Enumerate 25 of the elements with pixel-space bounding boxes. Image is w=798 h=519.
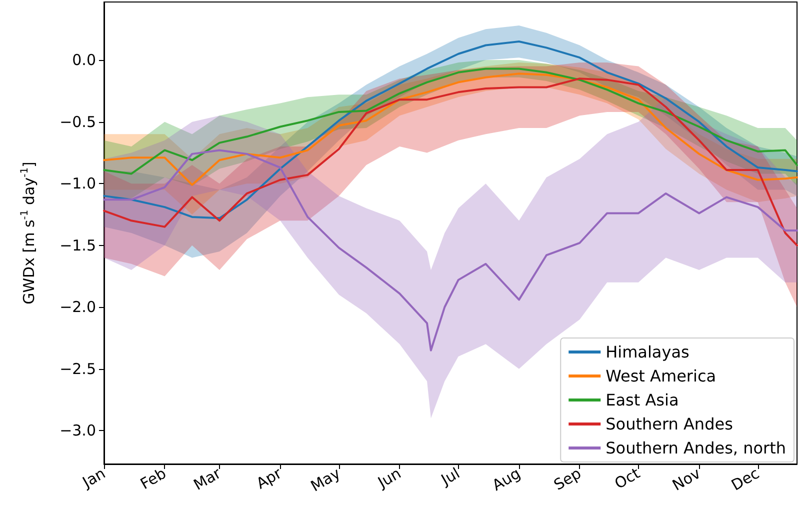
x-tick-label: Apr — [253, 464, 286, 493]
x-tick-label: Jan — [78, 464, 108, 492]
y-tick-label: −3.0 — [60, 422, 96, 440]
y-tick-label: −2.5 — [60, 360, 96, 378]
y-tick-label: −2.0 — [60, 298, 96, 316]
x-tick-label: Mar — [190, 464, 225, 494]
x-tick-label: Jul — [437, 464, 463, 490]
y-tick-label: −0.5 — [60, 112, 96, 131]
x-tick-label: Sep — [550, 464, 584, 494]
x-tick-label: Nov — [669, 464, 704, 494]
y-tick-label: −1.0 — [60, 174, 96, 193]
y-axis-title: GWDx [m s-1 day-1] — [20, 162, 38, 304]
y-tick-label: 0.0 — [72, 51, 96, 70]
x-tick-label: Dec — [728, 464, 762, 494]
legend-label: West America — [606, 366, 716, 386]
x-tick-label: Jun — [374, 464, 404, 492]
x-tick-label: Oct — [611, 464, 644, 493]
legend-label: Southern Andes — [606, 414, 733, 434]
legend-label: Southern Andes, north — [606, 438, 786, 458]
legend-label: Himalayas — [606, 342, 690, 362]
y-tick-label: −1.5 — [60, 236, 96, 254]
x-tick-label: Feb — [137, 464, 170, 494]
x-tick-label: Aug — [489, 464, 524, 494]
legend-label: East Asia — [606, 390, 679, 410]
x-tick-label: May — [308, 464, 344, 496]
